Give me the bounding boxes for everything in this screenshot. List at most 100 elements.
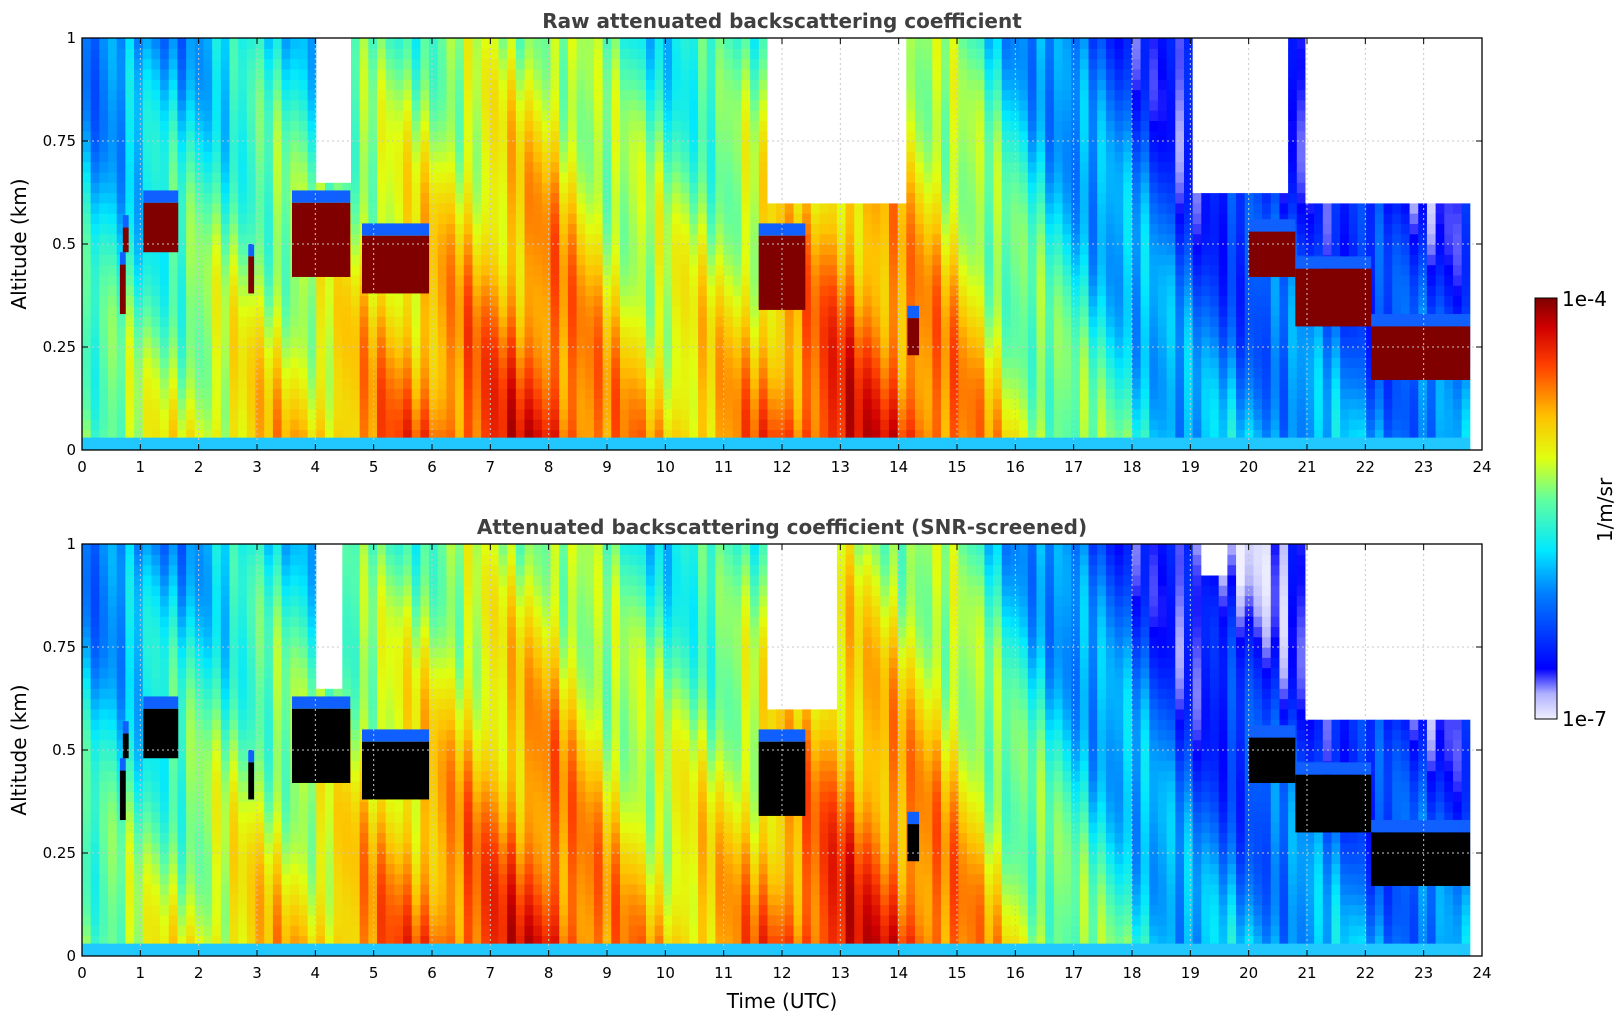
heatmap-cell — [732, 408, 743, 420]
heatmap-cell — [507, 408, 517, 420]
heatmap-cell — [1027, 326, 1038, 338]
heatmap-cell — [186, 79, 196, 91]
heatmap-cell — [567, 367, 578, 379]
heatmap-cell — [550, 419, 560, 430]
heatmap-cell — [377, 202, 387, 214]
heatmap-cell — [550, 347, 560, 358]
heatmap-cell — [1019, 408, 1029, 420]
heatmap-cell — [350, 357, 361, 369]
heatmap-cell — [446, 171, 456, 183]
heatmap-cell — [1036, 171, 1046, 183]
heatmap-cell — [385, 419, 395, 430]
heatmap-cell — [403, 347, 413, 358]
heatmap-cell — [767, 182, 777, 194]
heatmap-cell — [923, 192, 933, 204]
heatmap-cell — [134, 244, 144, 255]
heatmap-cell — [142, 274, 153, 286]
heatmap-cell — [1071, 151, 1081, 163]
heatmap-cell — [593, 388, 604, 400]
heatmap-cell — [993, 408, 1003, 420]
heatmap-cell — [541, 79, 552, 91]
heatmap-cell — [1131, 161, 1142, 173]
heatmap-cell — [854, 213, 864, 224]
heatmap-cell — [1131, 326, 1142, 338]
heatmap-cell — [741, 377, 751, 389]
heatmap-cell — [411, 388, 422, 400]
heatmap-cell — [429, 120, 439, 132]
heatmap-cell — [403, 182, 413, 194]
heatmap-cell — [1105, 367, 1116, 379]
heatmap-cell — [1149, 377, 1159, 389]
heatmap-cell — [1001, 233, 1012, 245]
heatmap-cell — [672, 305, 682, 317]
heatmap-cell — [108, 141, 118, 152]
heatmap-cell — [1149, 89, 1159, 101]
heatmap-cell — [854, 305, 864, 317]
heatmap-cell — [515, 419, 526, 430]
heatmap-cell — [880, 151, 890, 163]
heatmap-cell — [741, 89, 751, 101]
heatmap-cell — [1001, 419, 1012, 430]
heatmap-cell — [316, 171, 326, 183]
heatmap-cell — [290, 274, 300, 286]
heatmap-cell — [793, 48, 803, 60]
heatmap-cell — [646, 419, 656, 430]
heatmap-cell — [481, 316, 491, 327]
heatmap-cell — [854, 130, 864, 142]
heatmap-cell — [585, 48, 595, 60]
heatmap-cell — [229, 58, 239, 70]
heatmap-cell — [455, 398, 465, 410]
heatmap-cell — [316, 120, 326, 132]
heatmap-cell — [134, 161, 144, 173]
heatmap-cell — [941, 357, 951, 369]
heatmap-cell — [984, 110, 994, 121]
heatmap-cell — [99, 377, 109, 389]
heatmap-cell — [446, 223, 456, 235]
heatmap-cell — [646, 336, 656, 348]
heatmap-cell — [567, 141, 578, 152]
heatmap-cell — [967, 120, 977, 132]
heatmap-cell — [611, 151, 621, 163]
heatmap-cell — [915, 244, 925, 255]
heatmap-cell — [1088, 305, 1098, 317]
heatmap-cell — [767, 316, 777, 327]
heatmap-cell — [446, 38, 456, 49]
heatmap-cell — [776, 151, 786, 163]
heatmap-cell — [975, 367, 986, 379]
heatmap-cell — [654, 316, 664, 327]
heatmap-cell — [1105, 141, 1116, 152]
heatmap-cell — [698, 141, 708, 152]
heatmap-cell — [784, 202, 795, 214]
heatmap-cell — [168, 79, 179, 91]
heatmap-cell — [663, 429, 673, 441]
heatmap-cell — [108, 285, 118, 297]
heatmap-cell — [1157, 89, 1168, 101]
heatmap-cell — [515, 110, 526, 121]
heatmap-cell — [1149, 295, 1159, 307]
heatmap-cell — [333, 326, 343, 338]
heatmap-cell — [941, 171, 951, 183]
heatmap-cell — [585, 89, 595, 101]
heatmap-cell — [316, 182, 326, 194]
heatmap-cell — [880, 316, 890, 327]
heatmap-cell — [1001, 151, 1012, 163]
heatmap-cell — [1088, 223, 1098, 235]
heatmap-cell — [672, 377, 682, 389]
heatmap-cell — [1045, 408, 1055, 420]
heatmap-cell — [264, 130, 274, 142]
heatmap-cell — [758, 336, 769, 348]
heatmap-cell — [108, 347, 118, 358]
heatmap-cell — [819, 347, 829, 358]
heatmap-cell — [533, 99, 543, 111]
heatmap-cell — [151, 120, 161, 132]
heatmap-cell — [1019, 377, 1029, 389]
heatmap-cell — [481, 377, 491, 389]
heatmap-cell — [333, 367, 343, 379]
heatmap-cell — [802, 141, 812, 152]
heatmap-cell — [264, 429, 274, 441]
heatmap-cell — [1001, 388, 1012, 400]
heatmap-cell — [142, 161, 153, 173]
heatmap-cell — [255, 274, 265, 286]
heatmap-cell — [333, 161, 343, 173]
heatmap-cell — [533, 367, 543, 379]
